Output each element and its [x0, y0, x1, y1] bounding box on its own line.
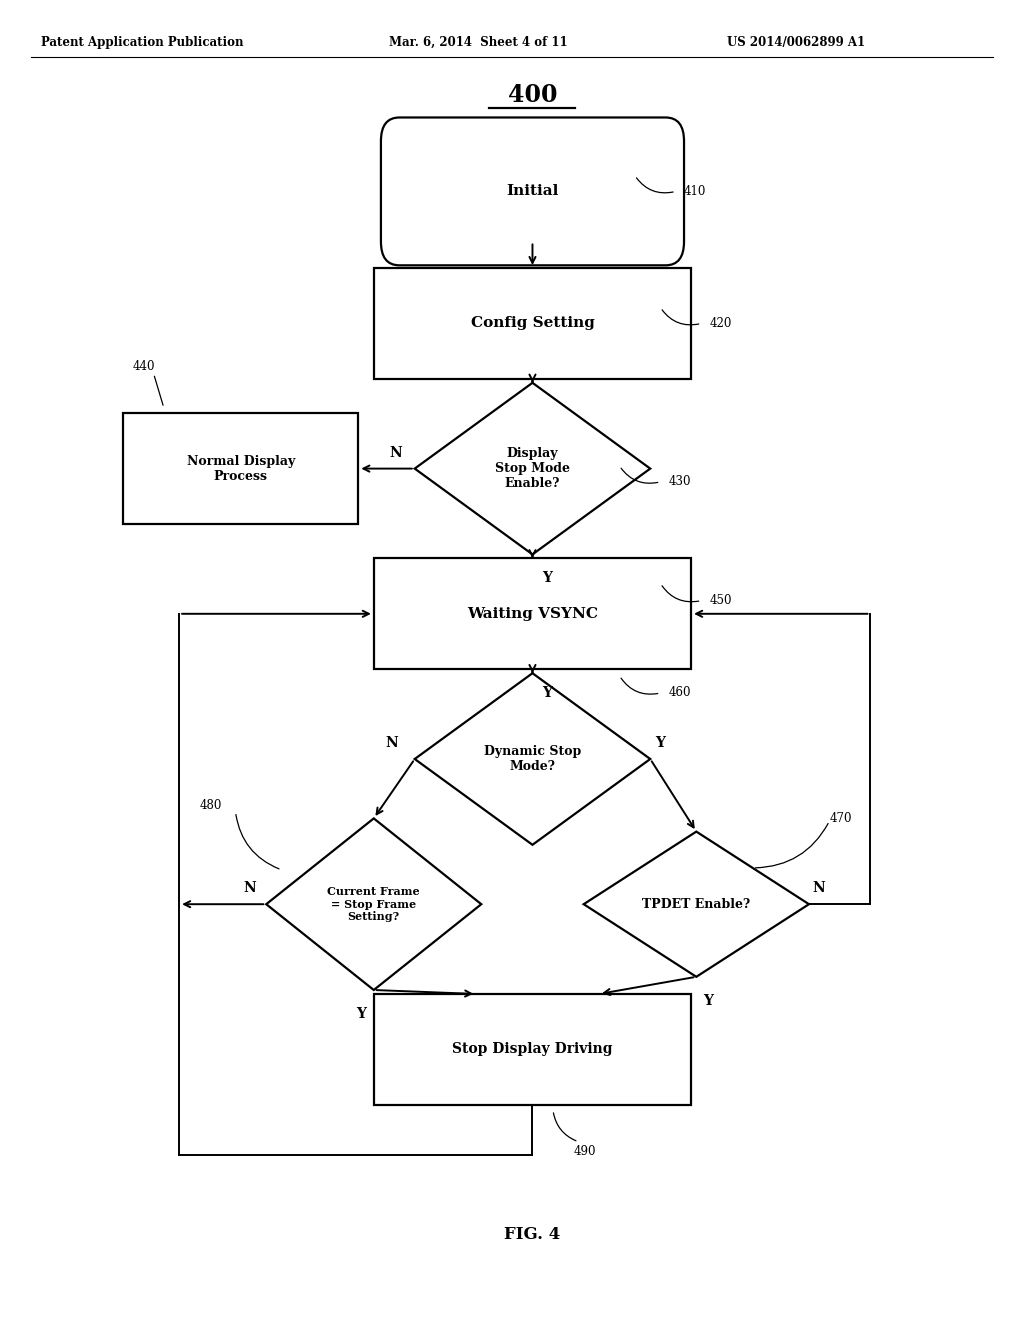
- Polygon shape: [415, 383, 650, 554]
- Text: Dynamic Stop
Mode?: Dynamic Stop Mode?: [484, 744, 581, 774]
- Text: Y: Y: [655, 737, 666, 750]
- Text: 460: 460: [669, 686, 691, 700]
- Text: N: N: [390, 446, 402, 459]
- Text: Y: Y: [356, 1007, 367, 1020]
- Polygon shape: [415, 673, 650, 845]
- Bar: [374, 268, 691, 379]
- Text: Mar. 6, 2014  Sheet 4 of 11: Mar. 6, 2014 Sheet 4 of 11: [389, 36, 567, 49]
- Text: Waiting VSYNC: Waiting VSYNC: [467, 607, 598, 620]
- Text: Normal Display
Process: Normal Display Process: [186, 454, 295, 483]
- Text: Y: Y: [703, 994, 714, 1007]
- Bar: [374, 558, 691, 669]
- Text: 490: 490: [573, 1144, 596, 1158]
- Text: Y: Y: [542, 572, 552, 585]
- Text: 440: 440: [133, 360, 156, 374]
- Text: 410: 410: [684, 185, 707, 198]
- Text: Config Setting: Config Setting: [471, 317, 594, 330]
- Text: N: N: [244, 882, 256, 895]
- Text: US 2014/0062899 A1: US 2014/0062899 A1: [727, 36, 865, 49]
- Text: 450: 450: [710, 594, 732, 607]
- Text: 480: 480: [200, 799, 222, 812]
- Text: Y: Y: [542, 686, 552, 700]
- Text: Display
Stop Mode
Enable?: Display Stop Mode Enable?: [495, 447, 570, 490]
- FancyBboxPatch shape: [381, 117, 684, 265]
- Text: Patent Application Publication: Patent Application Publication: [41, 36, 244, 49]
- Text: FIG. 4: FIG. 4: [505, 1226, 560, 1242]
- Polygon shape: [266, 818, 481, 990]
- Text: 470: 470: [829, 812, 852, 825]
- Bar: [374, 994, 691, 1105]
- Text: TPDET Enable?: TPDET Enable?: [642, 898, 751, 911]
- Text: 400: 400: [508, 83, 557, 107]
- Text: Stop Display Driving: Stop Display Driving: [453, 1043, 612, 1056]
- Bar: [123, 413, 358, 524]
- Text: 430: 430: [669, 475, 691, 488]
- Text: Initial: Initial: [506, 185, 559, 198]
- Text: N: N: [386, 737, 398, 750]
- Polygon shape: [584, 832, 809, 977]
- Text: 420: 420: [710, 317, 732, 330]
- Text: N: N: [813, 882, 825, 895]
- Text: Current Frame
= Stop Frame
Setting?: Current Frame = Stop Frame Setting?: [328, 886, 420, 923]
